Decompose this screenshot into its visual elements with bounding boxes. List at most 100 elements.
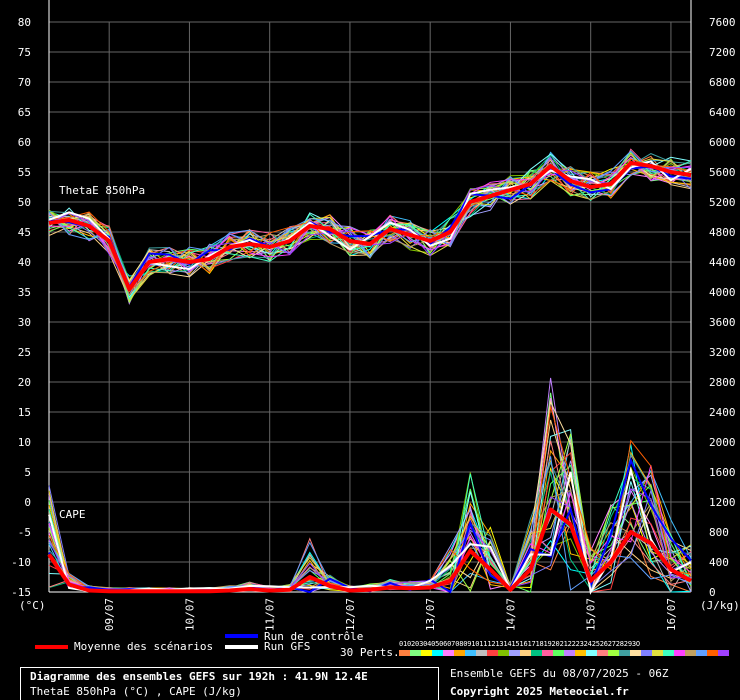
right-tick-label: 2000 [709,436,736,449]
pert-swatch [608,650,619,656]
left-tick-label: 55 [18,166,31,179]
control-legend-swatch [225,634,258,638]
gfs-legend-label: Run GFS [264,640,311,653]
left-tick-label: 10 [18,436,31,449]
ensemble-members [48,148,692,595]
left-tick-label: 20 [18,376,31,389]
thetae-mean-line [48,161,692,291]
pert-swatch [476,650,487,656]
pert-swatch [707,650,718,656]
pert-swatch [399,650,410,656]
pert-swatch [421,650,432,656]
left-tick-label: 60 [18,136,31,149]
left-tick-label: 75 [18,46,31,59]
pert-swatch [465,650,476,656]
pert-swatch [641,650,652,656]
left-tick-label: -5 [18,526,31,539]
ensemble-member-line [48,150,692,286]
left-tick-label: 70 [18,76,31,89]
perts-legend-label: 30 Perts. [340,646,400,659]
chart-grid [48,0,692,593]
pert-swatch [410,650,421,656]
left-tick-label: -10 [11,556,31,569]
pert-swatch [432,650,443,656]
pert-swatch [630,650,641,656]
pert-swatch [674,650,685,656]
right-axis-unit: (J/kg) [700,599,740,612]
run-info: Ensemble GEFS du 08/07/2025 - 06Z [450,667,669,680]
pert-swatch [553,650,564,656]
pert-swatch [520,650,531,656]
pert-swatch [542,650,553,656]
x-tick-label: 13/07 [424,598,437,631]
cape-annotation: CAPE [59,508,86,521]
pert-swatch [597,650,608,656]
left-tick-label: 50 [18,196,31,209]
left-tick-label: 0 [24,496,31,509]
x-tick-label: 10/07 [183,598,196,631]
x-tick-label: 16/07 [665,598,678,631]
left-tick-label: 65 [18,106,31,119]
pert-swatch [509,650,520,656]
right-tick-label: 400 [709,556,729,569]
ensemble-member-line [48,419,692,593]
x-tick-label: 14/07 [504,598,517,631]
right-tick-label: 1600 [709,466,736,479]
pert-swatch [619,650,630,656]
right-tick-label: 7200 [709,46,736,59]
pert-swatch [663,650,674,656]
right-tick-label: 4000 [709,286,736,299]
right-tick-label: 1200 [709,496,736,509]
ensemble-member-line [48,439,692,593]
right-tick-label: 4800 [709,226,736,239]
mean-legend-swatch [35,645,68,649]
right-tick-label: 2400 [709,406,736,419]
right-tick-label: 800 [709,526,729,539]
cape-mean-line [47,507,692,594]
right-tick-label: 6400 [709,106,736,119]
ensemble-member-line [48,160,692,290]
x-tick-label: 11/07 [264,598,277,631]
left-axis-unit: (°C) [19,599,46,612]
copyright: Copyright 2025 Meteociel.fr [450,685,629,698]
left-tick-label: 35 [18,286,31,299]
left-tick-label: 30 [18,316,31,329]
pert-swatch [454,650,465,656]
pert-swatch [443,650,454,656]
x-axis-ticks: 09/07 10/07 11/07 12/07 13/07 14/07 15/07 16/07 [103,598,678,631]
pert-swatch [685,650,696,656]
info-box: Diagramme des ensembles GEFS sur 192h : … [20,667,439,700]
x-tick-label: 12/07 [344,598,357,631]
pert-swatch [498,650,509,656]
thetae-annotation: ThetaE 850hPa [59,184,145,197]
right-tick-label: 5200 [709,196,736,209]
ensemble-member-line [48,456,692,592]
left-tick-label: -15 [11,586,31,599]
x-tick-label: 09/07 [103,598,116,631]
right-tick-label: 5600 [709,166,736,179]
left-tick-label: 80 [18,16,31,29]
right-tick-label: 0 [709,586,716,599]
right-tick-label: 6000 [709,136,736,149]
x-tick-label: 15/07 [585,598,598,631]
pert-swatch [652,650,663,656]
right-axis-ticks: 7600720068006400600056005200480044004000… [709,16,736,599]
gfs-legend-swatch [225,645,258,649]
right-tick-label: 2800 [709,376,736,389]
control-legend-label: Run de contrôle [264,630,364,643]
right-tick-label: 4400 [709,256,736,269]
diagram-title: Diagramme des ensembles GEFS sur 192h : … [30,670,368,683]
left-tick-label: 5 [24,466,31,479]
pert-swatch [718,650,729,656]
mean-legend-label: Moyenne des scénarios [74,640,214,653]
left-tick-label: 25 [18,346,31,359]
ensemble-member-line [48,150,692,300]
left-tick-label: 15 [18,406,31,419]
diagram-subtitle: ThetaE 850hPa (°C) , CAPE (J/kg) [30,685,242,698]
right-tick-label: 3200 [709,346,736,359]
left-tick-label: 45 [18,226,31,239]
right-tick-label: 3600 [709,316,736,329]
pert-swatch [586,650,597,656]
